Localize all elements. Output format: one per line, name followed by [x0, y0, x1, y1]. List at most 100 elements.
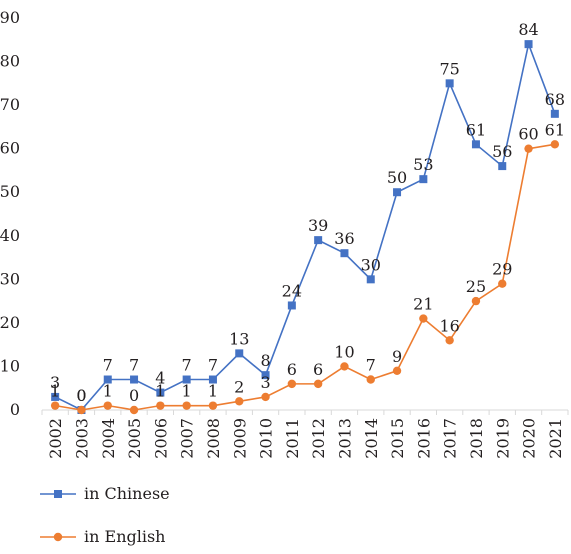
- data-point-english: [392, 366, 402, 375]
- y-tick-label: 20: [0, 313, 20, 332]
- x-tick-label: 2002: [46, 418, 65, 459]
- x-tick-label: 2011: [283, 418, 302, 459]
- series-line-english: [55, 143, 555, 411]
- data-label-english: 1: [103, 382, 113, 401]
- data-label-chinese: 84: [518, 20, 538, 39]
- legend-label-english: in English: [84, 527, 165, 546]
- data-point-english: [77, 405, 86, 415]
- y-tick-label: 90: [0, 8, 20, 27]
- data-point-chinese: [498, 162, 507, 171]
- x-tick-label: 2004: [99, 418, 118, 459]
- data-label-english: 25: [466, 277, 486, 296]
- data-label-chinese: 50: [387, 168, 407, 187]
- data-label-chinese: 7: [129, 356, 139, 375]
- x-tick-label: 2010: [257, 418, 276, 459]
- legend-marker-chinese: [54, 490, 62, 498]
- data-point-chinese: [471, 140, 480, 149]
- data-point-english: [498, 279, 507, 288]
- data-label-english: 3: [260, 373, 270, 392]
- data-label-chinese: 56: [492, 142, 512, 161]
- data-label-chinese: 68: [545, 90, 565, 109]
- data-point-chinese: [419, 175, 428, 184]
- data-label-english: 1: [208, 382, 218, 401]
- data-label-chinese: 75: [439, 59, 459, 78]
- data-point-chinese: [550, 109, 559, 118]
- x-tick-label: 2005: [125, 418, 144, 459]
- data-point-chinese: [366, 275, 375, 284]
- data-label-english: 1: [155, 382, 165, 401]
- data-label-english: 61: [545, 120, 565, 139]
- x-tick-label: 2020: [520, 418, 539, 459]
- data-label-chinese: 36: [334, 229, 354, 248]
- y-tick-label: 30: [0, 269, 20, 288]
- data-point-chinese: [287, 301, 296, 310]
- x-tick-label: 2009: [230, 418, 249, 459]
- data-point-chinese: [235, 349, 244, 358]
- x-tick-label: 2006: [151, 418, 170, 459]
- data-label-chinese: 39: [308, 216, 328, 235]
- data-label-chinese: 24: [282, 281, 302, 300]
- y-tick-label: 80: [0, 52, 20, 71]
- y-tick-label: 50: [0, 182, 20, 201]
- data-point-english: [50, 401, 60, 410]
- data-point-english: [471, 296, 481, 306]
- data-point-english: [208, 401, 218, 410]
- data-label-english: 1: [182, 382, 192, 401]
- data-label-chinese: 7: [208, 356, 218, 375]
- data-point-english: [366, 375, 375, 384]
- y-tick-label: 70: [0, 95, 20, 114]
- data-point-chinese: [156, 388, 165, 397]
- data-label-english: 7: [366, 356, 376, 375]
- data-point-chinese: [314, 236, 323, 245]
- data-point-chinese: [261, 371, 270, 380]
- data-point-chinese: [524, 40, 533, 49]
- data-label-chinese: 7: [103, 356, 113, 375]
- data-label-chinese: 53: [413, 155, 433, 174]
- x-tick-label: 2014: [362, 418, 381, 459]
- data-label-chinese: 3: [50, 373, 60, 392]
- data-point-chinese: [103, 375, 112, 384]
- data-point-chinese: [340, 249, 349, 258]
- data-point-english: [103, 401, 112, 410]
- data-label-chinese: 30: [361, 255, 381, 274]
- data-point-english: [340, 362, 349, 371]
- data-label-english: 21: [413, 295, 433, 314]
- x-tick-label: 2012: [309, 418, 328, 459]
- data-label-english: 9: [392, 347, 402, 366]
- y-tick-label: 10: [0, 356, 20, 375]
- data-label-chinese: 13: [229, 329, 249, 348]
- data-point-english: [129, 405, 139, 415]
- data-label-chinese: 4: [155, 369, 165, 388]
- data-point-chinese: [445, 79, 454, 88]
- data-label-english: 1: [50, 382, 60, 401]
- data-label-english: 10: [334, 342, 354, 361]
- data-point-chinese: [51, 392, 60, 401]
- data-point-english: [419, 314, 428, 323]
- data-label-english: 6: [287, 360, 297, 379]
- data-point-english: [182, 401, 191, 410]
- data-point-english: [550, 140, 560, 149]
- x-tick-label: 2017: [441, 418, 460, 459]
- data-label-english: 2: [234, 377, 244, 396]
- data-point-english: [156, 401, 165, 410]
- y-tick-label: 40: [0, 226, 20, 245]
- y-tick-label: 0: [10, 400, 20, 419]
- x-tick-label: 2003: [72, 418, 91, 459]
- data-point-chinese: [208, 375, 217, 384]
- data-point-english: [445, 336, 454, 345]
- data-point-english: [524, 144, 533, 153]
- y-tick-label: 60: [0, 139, 20, 158]
- data-label-chinese: 8: [260, 351, 270, 370]
- series-line-chinese: [54, 41, 556, 411]
- legend-label-chinese: in Chinese: [84, 484, 170, 503]
- data-point-chinese: [182, 375, 191, 384]
- data-label-chinese: 0: [76, 386, 86, 405]
- data-label-english: 16: [439, 316, 459, 335]
- data-point-english: [235, 397, 244, 406]
- x-tick-label: 2007: [178, 418, 197, 459]
- x-tick-label: 2015: [388, 418, 407, 459]
- legend-marker-english: [53, 532, 63, 542]
- data-label-english: 60: [518, 125, 538, 144]
